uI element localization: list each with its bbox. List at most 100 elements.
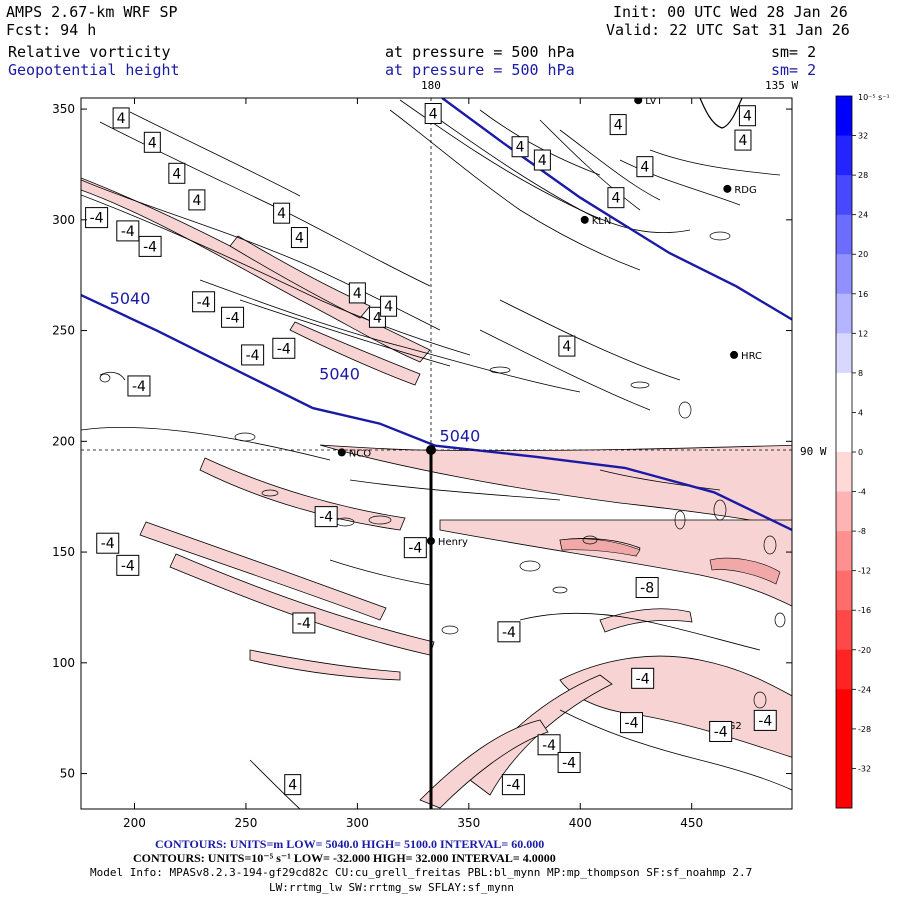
field1-smoothing: sm= 2 xyxy=(771,43,817,61)
svg-text:4: 4 xyxy=(172,166,181,182)
colorbar-segment-13 xyxy=(836,610,852,651)
vorticity-label-14: 4 xyxy=(636,156,654,178)
vorticity-label-35: -4 xyxy=(709,720,733,742)
station-marker-kln xyxy=(580,215,589,224)
svg-text:4: 4 xyxy=(192,193,201,209)
vorticity-label-16: 4 xyxy=(734,129,752,151)
vorticity-label-20: -4 xyxy=(116,220,140,242)
svg-text:-4: -4 xyxy=(90,211,104,227)
svg-text:-4: -4 xyxy=(319,510,333,526)
svg-text:-4: -4 xyxy=(246,348,260,364)
y-axis: 350 300 250 200 150 100 50 xyxy=(52,102,792,781)
x-tick-label-1: 250 xyxy=(234,816,257,830)
coastline xyxy=(699,98,743,129)
vorticity-label-23: -4 xyxy=(221,306,245,328)
vorticity-label-25: -4 xyxy=(272,337,296,359)
vorticity-label-18: 4 xyxy=(284,774,302,796)
height-label-1: 5040 xyxy=(319,364,360,383)
negative-vorticity-areas xyxy=(81,177,792,809)
vorticity-label-27: -4 xyxy=(314,506,338,528)
vorticity-label-12: 4 xyxy=(609,114,627,136)
strong-negative-vorticity-areas xyxy=(559,538,781,585)
colorbar-label-9: -4 xyxy=(858,488,866,497)
contour-labels: 5040504050404444444444444444444-4-4-4-4-… xyxy=(85,103,777,796)
colorbar-label-5: 12 xyxy=(858,329,868,338)
colorbar: 10⁻⁵ s⁻¹ 32 28 24 20 16 12 8 4 0 -4 -8 -12 -16 -20 -24… xyxy=(835,93,890,809)
vorticity-label-39: -4 xyxy=(501,774,525,796)
vorticity-label-34: -4 xyxy=(620,712,644,734)
vorticity-label-37: -4 xyxy=(537,734,561,756)
svg-text:4: 4 xyxy=(538,153,547,169)
station-marker-henry xyxy=(426,536,435,545)
colorbar-segment-6 xyxy=(836,333,852,374)
colorbar-label-10: -8 xyxy=(858,527,866,536)
meridian-90w-label: 90 W xyxy=(800,445,827,458)
svg-text:4: 4 xyxy=(739,133,748,149)
colorbar-segment-2 xyxy=(836,175,852,216)
x-axis: 200 250 300 350 400 450 xyxy=(123,98,703,830)
station-label-hrc: HRC xyxy=(741,351,762,362)
meridian-180-label: 180 xyxy=(421,79,441,92)
vorticity-label-17: 4 xyxy=(558,335,576,357)
colorbar-label-12: -16 xyxy=(858,606,871,615)
svg-text:4: 4 xyxy=(562,339,571,355)
vorticity-label-33: -4 xyxy=(631,667,655,689)
vorticity-label-15: 4 xyxy=(738,105,756,127)
valid-time: Valid: 22 UTC Sat 31 Jan 26 xyxy=(606,21,850,39)
y-tick-label-1: 300 xyxy=(52,213,75,227)
colorbar-label-11: -12 xyxy=(858,567,871,576)
vorticity-label-8: 4 xyxy=(380,295,398,317)
colorbar-label-13: -20 xyxy=(858,646,871,655)
svg-text:-4: -4 xyxy=(121,224,135,240)
colorbar-label-1: 28 xyxy=(858,171,868,180)
height-contour-0 xyxy=(81,294,792,531)
field2-name: Geopotential height xyxy=(8,61,180,79)
colorbar-segment-14 xyxy=(836,649,852,690)
vorticity-label-31: -4 xyxy=(403,537,427,559)
svg-text:-4: -4 xyxy=(502,625,516,641)
vorticity-label-21: -4 xyxy=(138,235,162,257)
colorbar-unit: 10⁻⁵ s⁻¹ xyxy=(858,93,890,102)
svg-text:4: 4 xyxy=(429,107,438,123)
svg-text:-4: -4 xyxy=(636,671,650,687)
svg-text:4: 4 xyxy=(295,231,304,247)
colorbar-label-14: -24 xyxy=(858,685,871,694)
colorbar-label-2: 24 xyxy=(858,211,868,220)
svg-text:-4: -4 xyxy=(197,295,211,311)
colorbar-segments xyxy=(836,96,852,809)
svg-text:-4: -4 xyxy=(277,341,291,357)
colorbar-segment-0 xyxy=(836,96,852,137)
vorticity-label-3: 4 xyxy=(188,189,206,211)
svg-text:-4: -4 xyxy=(562,755,576,771)
vorticity-label-10: 4 xyxy=(511,136,529,158)
footer-vorticity-contours: CONTOURS: UNITS=10⁻⁵ s⁻¹ LOW= -32.000 HI… xyxy=(133,851,556,865)
x-tick-label-5: 450 xyxy=(680,816,703,830)
field2-smoothing: sm= 2 xyxy=(771,61,817,79)
colorbar-label-3: 20 xyxy=(858,250,868,259)
field1-name: Relative vorticity xyxy=(8,43,171,61)
vorticity-label-28: -4 xyxy=(96,532,120,554)
vorticity-label-29: -4 xyxy=(116,554,140,576)
y-tick-label-5: 100 xyxy=(52,656,75,670)
geopotential-height-contours xyxy=(81,98,792,531)
station-label-nco: NCO xyxy=(349,448,371,459)
svg-text:4: 4 xyxy=(516,140,525,156)
vorticity-label-9: 4 xyxy=(424,103,442,125)
y-tick-label-2: 250 xyxy=(52,324,75,338)
svg-text:4: 4 xyxy=(384,299,393,315)
svg-text:-4: -4 xyxy=(132,379,146,395)
height-label-2: 5040 xyxy=(440,426,481,445)
colorbar-segment-3 xyxy=(836,214,852,255)
colorbar-segment-15 xyxy=(836,689,852,730)
vorticity-label-13: 4 xyxy=(607,187,625,209)
station-marker-nco xyxy=(337,448,346,457)
footer-height-contours: CONTOURS: UNITS=m LOW= 5040.0 HIGH= 5100… xyxy=(155,837,545,851)
station-marker-hrc xyxy=(730,350,739,359)
vorticity-label-24: -4 xyxy=(241,344,265,366)
vorticity-label-0: 4 xyxy=(112,107,130,129)
x-tick-label-2: 300 xyxy=(346,816,369,830)
vorticity-label-5: 4 xyxy=(290,227,308,249)
colorbar-label-8: 0 xyxy=(858,448,863,457)
station-label-lvt: LVT xyxy=(645,96,663,107)
